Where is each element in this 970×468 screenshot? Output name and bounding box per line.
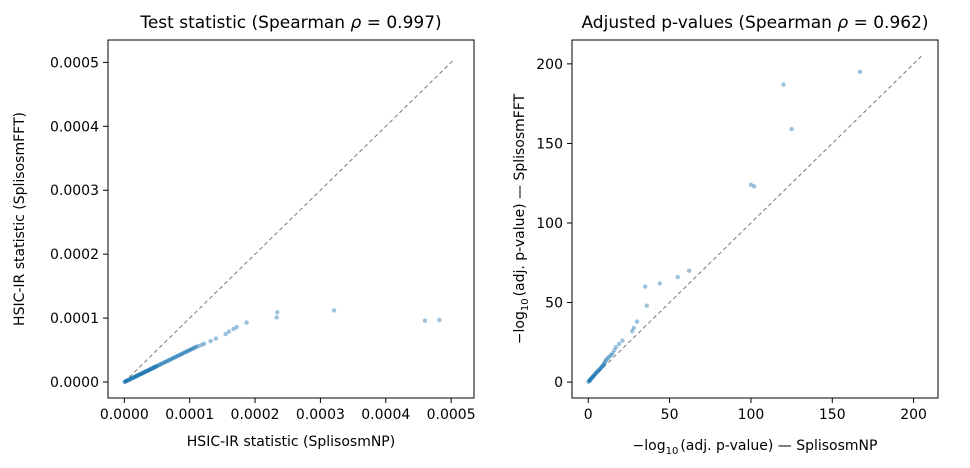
data-point: [423, 318, 427, 322]
panel-1: 0.0000 0.0001 0.0002 0.0003 0.0004 0.0005 0.00…: [12, 13, 476, 450]
y-tick-label: 0.0005: [50, 55, 99, 71]
data-point: [620, 339, 624, 343]
x-tick-label: 0: [584, 407, 593, 423]
x-tick-label: 150: [819, 407, 846, 423]
data-point: [202, 341, 206, 345]
data-point: [244, 320, 248, 324]
x-tick-label: 0.0002: [231, 407, 280, 423]
y-tick-label: 200: [536, 57, 563, 73]
y-tick-label: 0.0002: [50, 247, 99, 263]
data-point: [214, 336, 218, 340]
data-point: [781, 82, 785, 86]
y-tick-label: 0.0001: [50, 311, 99, 327]
y-tick-label: 0.0003: [50, 183, 99, 199]
data-point: [789, 127, 793, 131]
data-point: [208, 339, 212, 343]
x-axis-label: HSIC-IR statistic (SplisosmNP): [187, 434, 395, 450]
data-point: [643, 284, 647, 288]
data-point: [274, 315, 278, 319]
data-point: [645, 304, 649, 308]
y-axis-label: −log10(adj. p-value) — SplisosmFFT: [512, 93, 531, 344]
data-point: [235, 325, 239, 329]
x-tick-label: 50: [661, 407, 679, 423]
y-tick-label: 100: [536, 216, 563, 232]
chart-title: Adjusted p-values (Spearman ρ = 0.962): [581, 13, 928, 33]
data-point: [658, 281, 662, 285]
data-point: [617, 342, 621, 346]
y-tick-label: 50: [545, 296, 563, 312]
x-axis-label: −log10 (adj. p-value) — SplisosmNP: [633, 438, 878, 457]
y-axis-label: HSIC-IR statistic (SplisosmFFT): [12, 112, 28, 326]
chart-title: Test statistic (Spearman ρ = 0.997): [139, 13, 441, 33]
identity-line: [124, 59, 454, 382]
data-point: [437, 318, 441, 322]
x-tick-label: 0.0000: [100, 407, 149, 423]
data-point: [858, 70, 862, 74]
data-point: [275, 310, 279, 314]
data-point: [687, 269, 691, 273]
x-tick-label: 200: [900, 407, 927, 423]
x-tick-label: 0.0001: [165, 407, 214, 423]
data-point: [227, 329, 231, 333]
data-point: [752, 184, 756, 188]
data-point: [614, 345, 618, 349]
data-point: [635, 319, 639, 323]
y-tick-label: 0.0004: [50, 119, 99, 135]
x-tick-label: 100: [738, 407, 765, 423]
x-tick-label: 0.0004: [361, 407, 410, 423]
panel-2: 0 50 100 150 200 0 50 100 150 200 Adjusted p-value…: [512, 13, 938, 457]
y-tick-label: 0.0000: [50, 375, 99, 391]
x-tick-label: 0.0005: [427, 407, 476, 423]
identity-line: [588, 56, 921, 382]
y-tick-label: 0: [554, 375, 563, 391]
data-point: [676, 275, 680, 279]
x-tick-label: 0.0003: [296, 407, 345, 423]
data-point: [632, 326, 636, 330]
y-tick-label: 150: [536, 136, 563, 152]
data-point: [332, 308, 336, 312]
